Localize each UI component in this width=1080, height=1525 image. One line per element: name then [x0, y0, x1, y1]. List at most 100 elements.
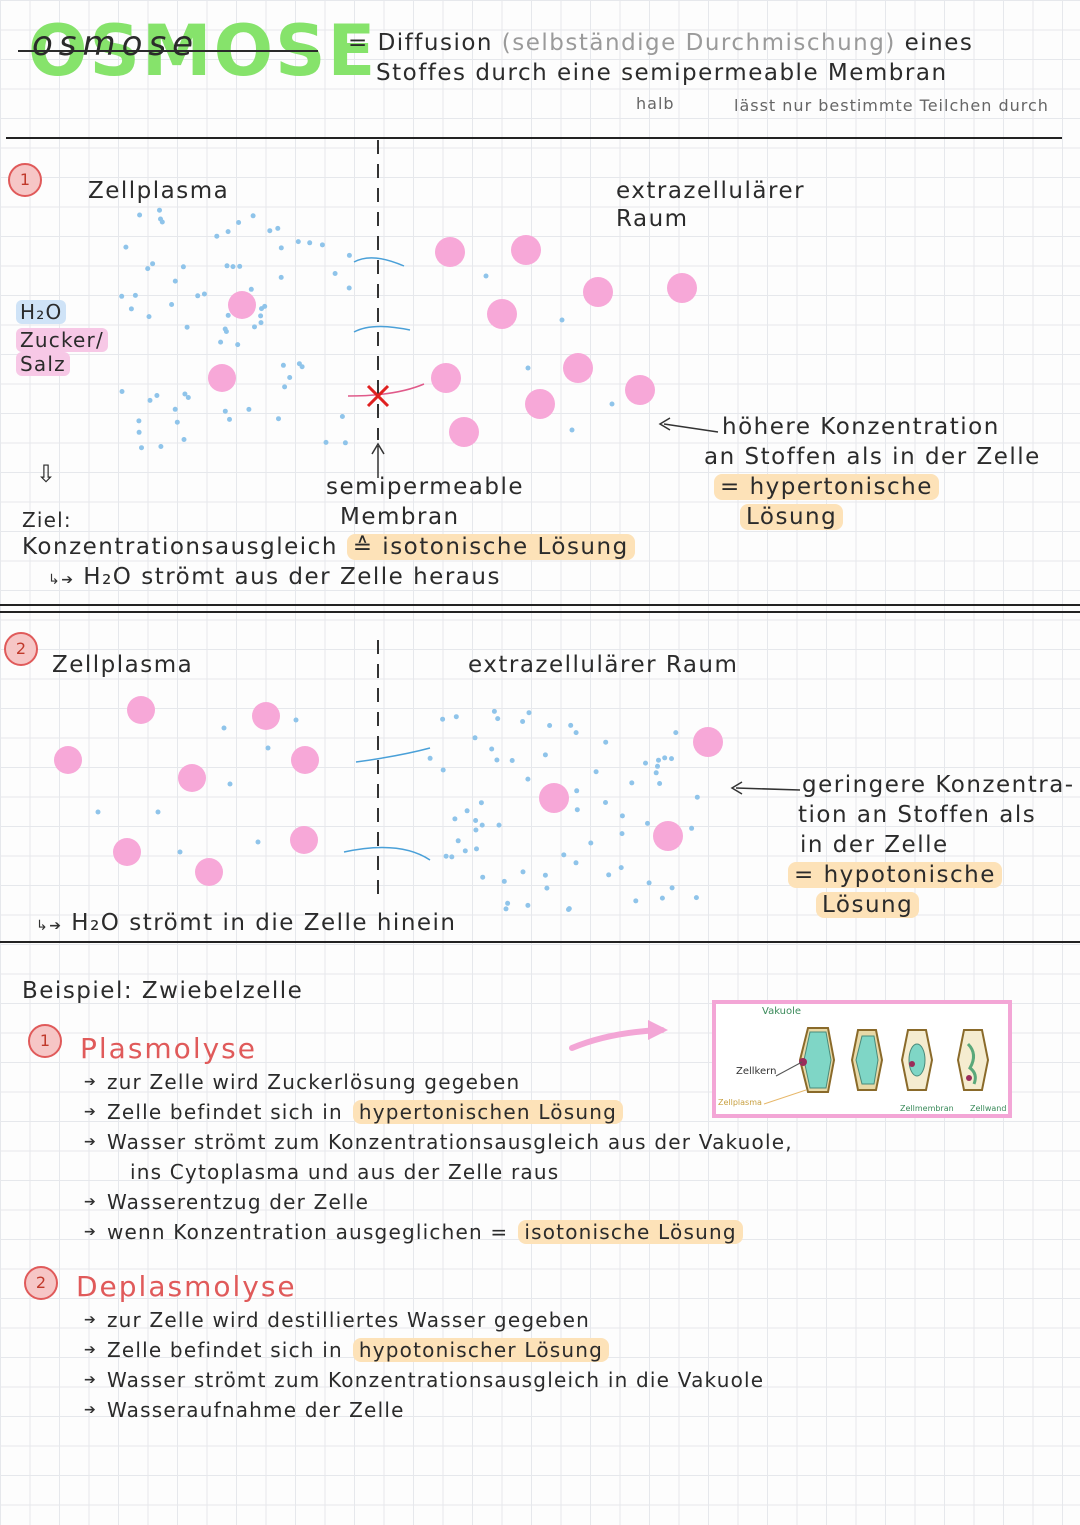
water-molecule [655, 763, 660, 769]
water-molecule [147, 397, 153, 403]
water-molecule [509, 758, 515, 763]
water-molecule [159, 219, 165, 225]
bullet-arrow-icon: ➔ [84, 1312, 97, 1328]
water-molecule [662, 755, 668, 761]
solute-particle [583, 277, 613, 307]
s2-note-1: geringere Konzentra- [802, 772, 1075, 798]
water-molecule [246, 406, 252, 412]
water-molecule [230, 264, 236, 270]
bullet-arrow-icon: ➔ [84, 1134, 97, 1150]
divider-2 [0, 604, 1080, 606]
water-molecule [119, 389, 125, 394]
water-molecule [479, 822, 485, 828]
water-molecule [491, 708, 497, 714]
water-molecule [282, 384, 288, 390]
water-molecule [440, 767, 446, 773]
water-molecule [146, 314, 152, 320]
ziel-arrow-icon: ⇩ [36, 460, 58, 488]
water-molecule [237, 263, 243, 269]
solute-particle [113, 838, 141, 866]
plasmolyse-item-3-cont: ins Cytoplasma und aus der Zelle raus [130, 1160, 560, 1184]
water-molecule [453, 714, 459, 720]
water-molecule [346, 252, 352, 258]
s1-result: ↳➔ H₂O strömt aus der Zelle heraus [48, 564, 501, 590]
water-molecule [295, 239, 301, 245]
water-molecule [145, 266, 151, 272]
water-molecule [440, 716, 446, 722]
label-zellwand: Zellwand [970, 1104, 1007, 1113]
water-molecule [574, 788, 580, 794]
water-molecule [689, 825, 695, 831]
solute-particle [539, 783, 569, 813]
solute-particle [228, 291, 256, 319]
water-molecule [262, 303, 268, 309]
water-molecule [248, 286, 254, 292]
solute-particle [449, 417, 479, 447]
onion-cell-drawing [763, 1027, 990, 1105]
water-molecule [267, 228, 273, 234]
water-molecule [293, 717, 299, 723]
water-molecule [566, 906, 572, 912]
water-molecule [693, 741, 699, 747]
solute-particle [693, 727, 723, 757]
water-molecule [443, 853, 449, 859]
solute-particle [667, 273, 697, 303]
water-molecule [494, 757, 500, 763]
onion-cell-figure: Vakuole Zellkern Zellplasma Zellmembran … [712, 1000, 1012, 1118]
water-molecule [669, 885, 675, 891]
solute-particle [127, 696, 155, 724]
water-molecule [158, 444, 164, 449]
label-vakuole: Vakuole [762, 1006, 802, 1017]
water-molecule [150, 261, 156, 267]
water-molecule [342, 440, 348, 446]
water-molecule [645, 820, 650, 826]
water-molecule [603, 800, 608, 805]
definition-line-2: Stoffes durch eine semipermeable Membran [376, 60, 948, 86]
water-molecule [573, 860, 579, 866]
solute-particle [54, 746, 82, 774]
water-molecule [505, 900, 511, 906]
deplasmolyse-number: 2 [24, 1266, 58, 1300]
water-molecule [593, 769, 599, 775]
water-molecule [275, 225, 281, 231]
water-molecule [609, 401, 615, 407]
water-molecule [520, 719, 526, 724]
water-molecule [227, 781, 233, 787]
water-molecule [280, 362, 286, 368]
water-molecule [473, 827, 479, 833]
water-molecule [561, 852, 567, 858]
water-molecule [619, 831, 625, 837]
water-molecule [252, 324, 257, 330]
water-molecule [278, 245, 284, 251]
water-molecule [184, 324, 190, 330]
label-zellkern: Zellkern [736, 1066, 777, 1077]
water-molecule [276, 416, 281, 422]
water-molecule [95, 809, 101, 815]
deplasmolyse-item-3: ➔ Wasser strömt zum Konzentrationsausglei… [84, 1368, 765, 1392]
plasmolyse-item-1: ➔ zur Zelle wird Zuckerlösung gegeben [84, 1070, 521, 1094]
water-flow-arrow [355, 747, 431, 763]
water-molecule [496, 822, 502, 828]
cell-plasmolysis-1 [850, 1029, 884, 1091]
s2-note-2: tion an Stoffen als [798, 802, 1037, 828]
bullet-arrow-icon: ➔ [84, 1372, 97, 1388]
water-molecule [542, 752, 548, 758]
water-molecule [663, 824, 669, 830]
water-molecule [158, 216, 163, 222]
bullet-arrow-icon: ➔ [84, 1194, 97, 1210]
water-molecule [489, 746, 495, 752]
cell-plasmolysis-2 [900, 1029, 934, 1091]
water-molecule [136, 418, 142, 424]
pointer-arrow [658, 417, 719, 433]
plasmolyse-title: Plasmolyse [80, 1032, 257, 1065]
water-molecule [480, 874, 486, 880]
water-molecule [669, 756, 674, 762]
water-molecule [659, 895, 665, 901]
water-molecule [694, 794, 700, 800]
water-molecule [307, 240, 313, 246]
solute-particle [625, 375, 655, 405]
water-molecule [214, 233, 220, 239]
water-molecule [221, 725, 227, 731]
water-molecule [136, 429, 142, 435]
water-molecule [222, 408, 228, 414]
